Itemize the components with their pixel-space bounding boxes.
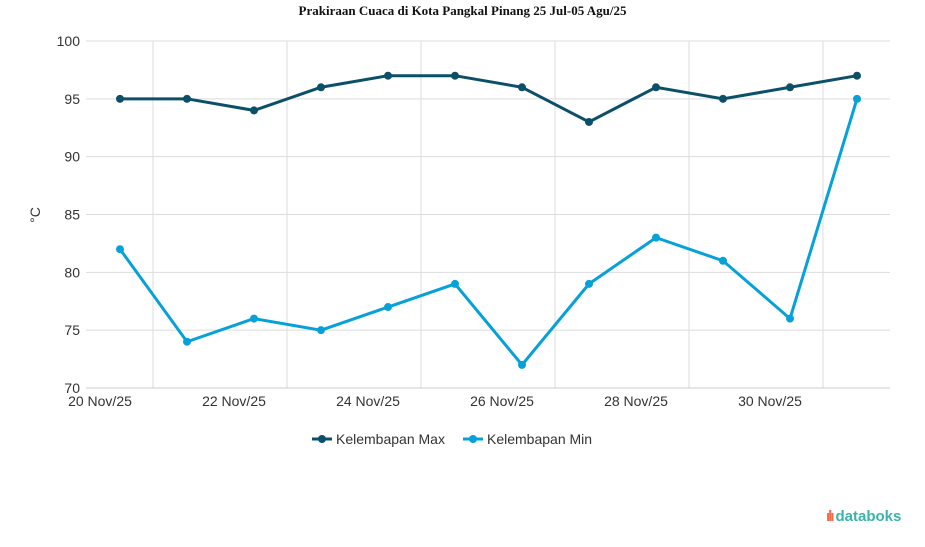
y-tick-label: 75 <box>64 322 80 338</box>
y-tick-label: 95 <box>64 91 80 107</box>
data-point <box>183 337 191 346</box>
logo-text: databoks <box>835 508 902 525</box>
legend-marker <box>469 435 477 443</box>
data-point <box>518 360 526 369</box>
legend-label: Kelembapan Min <box>487 431 592 447</box>
data-point <box>652 233 660 242</box>
legend-marker <box>318 435 326 443</box>
data-point <box>585 279 593 288</box>
data-point <box>719 256 727 265</box>
data-point <box>652 83 660 92</box>
y-tick-label: 100 <box>57 33 81 49</box>
data-point <box>451 279 459 288</box>
data-point <box>384 303 392 312</box>
data-point <box>116 94 124 103</box>
series-line <box>118 98 859 368</box>
data-point <box>786 314 794 323</box>
data-point <box>585 117 593 126</box>
series-line <box>120 74 858 124</box>
chart-title: Prakiraan Cuaca di Kota Pangkal Pinang 2… <box>298 3 627 18</box>
data-point <box>719 94 727 103</box>
y-tick-label: 80 <box>64 264 80 280</box>
data-point <box>853 71 861 80</box>
x-tick-label: 20 Nov/25 <box>68 393 132 409</box>
data-point <box>116 245 124 254</box>
data-point <box>183 94 191 103</box>
data-point <box>250 314 258 323</box>
legend-label: Kelembapan Max <box>336 431 445 447</box>
x-tick-label: 28 Nov/25 <box>604 393 668 409</box>
databoks-logo: ılı databoks <box>826 508 901 525</box>
x-tick-label: 22 Nov/25 <box>202 393 266 409</box>
y-tick-label: 70 <box>64 380 80 396</box>
data-point <box>518 83 526 92</box>
logo-bars-icon: ılı <box>826 508 834 525</box>
data-point <box>250 106 258 115</box>
data-point <box>384 71 392 80</box>
y-axis-label: °C <box>27 207 43 223</box>
data-point <box>853 94 861 103</box>
data-point <box>451 71 459 80</box>
y-tick-label: 85 <box>64 207 80 223</box>
data-point <box>317 83 325 92</box>
data-point <box>317 326 325 335</box>
y-tick-label: 90 <box>64 149 80 165</box>
x-tick-label: 26 Nov/25 <box>470 393 534 409</box>
x-tick-label: 24 Nov/25 <box>336 393 400 409</box>
data-point <box>786 83 794 92</box>
x-tick-label: 30 Nov/25 <box>738 393 802 409</box>
